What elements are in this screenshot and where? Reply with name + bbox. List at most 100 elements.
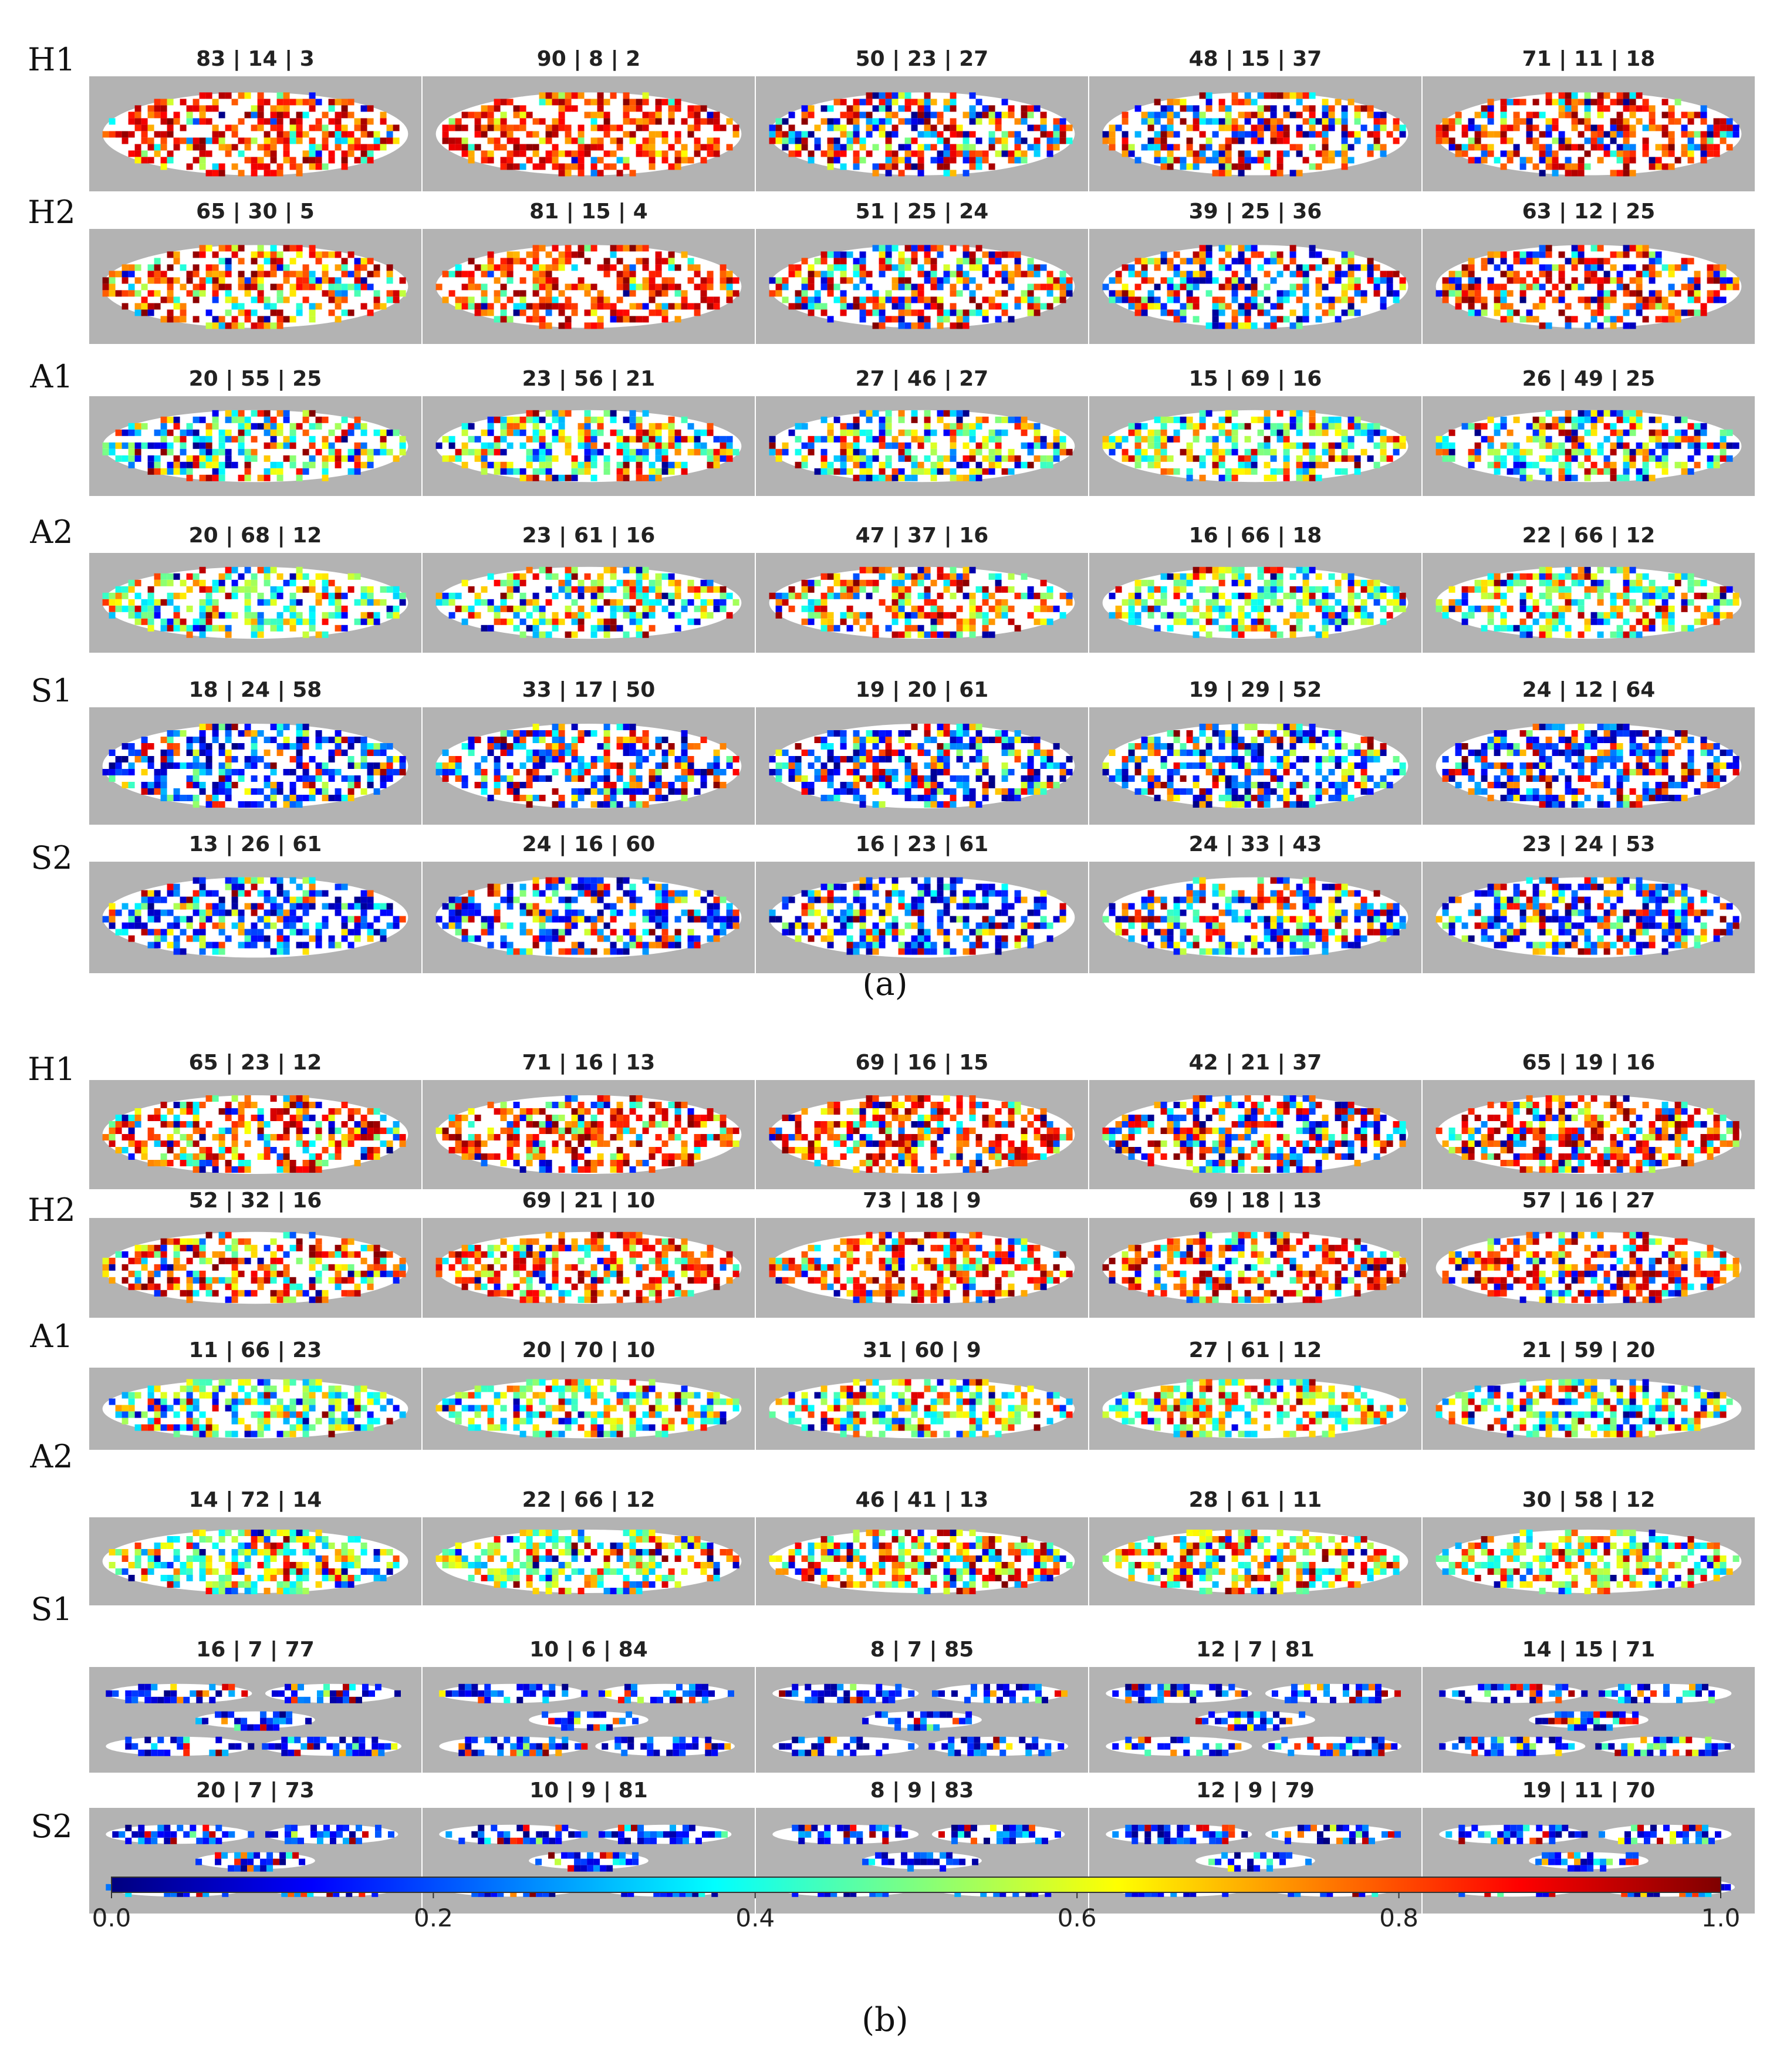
tile: 46 | 41 | 13 xyxy=(756,1488,1088,1605)
intensity-pixels xyxy=(1439,1736,1575,1756)
tile: 15 | 69 | 16 xyxy=(1089,367,1421,496)
colorbar-tick-label: 0.0 xyxy=(92,1904,131,1932)
tile-percentages: 69 | 16 | 15 xyxy=(856,1051,989,1075)
intensity-pixels xyxy=(769,1231,1073,1303)
intensity-pixels xyxy=(106,1683,248,1703)
tile: 23 | 24 | 53 xyxy=(1423,832,1755,973)
intensity-pixels xyxy=(195,1852,306,1872)
intensity-pixels xyxy=(102,1095,406,1173)
tile: 48 | 15 | 37 xyxy=(1089,47,1421,191)
tile: 11 | 66 | 23 xyxy=(89,1338,421,1450)
colorbar-tick-label: 0.2 xyxy=(414,1904,453,1932)
tile: 69 | 21 | 10 xyxy=(423,1189,755,1318)
intensity-pixels xyxy=(1195,1711,1306,1731)
intensity-pixels xyxy=(102,92,400,177)
tile-percentages: 23 | 61 | 16 xyxy=(522,524,656,548)
tile-percentages: 8 | 7 | 85 xyxy=(870,1638,974,1662)
row-a1: A1 20 | 55 | 25 23 | 56 | 21 27 | 46 | 27 15… xyxy=(29,358,1755,496)
row-label: H2 xyxy=(28,194,75,231)
intensity-pixels xyxy=(1102,1095,1406,1173)
intensity-pixels xyxy=(542,1711,639,1731)
intensity-pixels xyxy=(435,245,739,329)
tile-percentages: 10 | 6 | 84 xyxy=(529,1638,648,1662)
tile: 8 | 9 | 83 xyxy=(756,1779,1088,1914)
intensity-pixels xyxy=(932,1683,1068,1703)
intensity-pixels xyxy=(1442,1231,1739,1303)
intensity-pixels xyxy=(602,1736,731,1756)
intensity-pixels xyxy=(435,1379,739,1437)
panel-b: (b) H1 65 | 23 | 12 71 | 16 | 13 69 | 16 | 1… xyxy=(28,1051,1755,2039)
intensity-pixels xyxy=(769,410,1073,481)
intensity-pixels xyxy=(1435,92,1739,177)
tile: 24 | 12 | 64 xyxy=(1423,678,1755,825)
intensity-pixels xyxy=(769,566,1073,638)
intensity-pixels xyxy=(102,1231,406,1303)
tile-percentages: 12 | 7 | 81 xyxy=(1196,1638,1315,1662)
intensity-pixels xyxy=(109,1379,406,1437)
tile: 16 | 7 | 77 xyxy=(89,1638,421,1773)
row-s2: S2 20 | 7 | 73 10 | 9 | 81 8 | 9 | 83 12 | 9… xyxy=(31,1779,1755,1914)
colorbar-tick-label: 0.8 xyxy=(1379,1904,1418,1932)
tile-percentages: 48 | 15 | 37 xyxy=(1189,47,1322,71)
row-h1: H1 65 | 23 | 12 71 | 16 | 13 69 | 16 | 15 42… xyxy=(28,1051,1755,1189)
panels-group: (a)H1 83 | 14 | 3 90 | 8 | 2 50 | 23 | 27 48… xyxy=(28,41,1755,2039)
tile: 73 | 18 | 9 xyxy=(756,1189,1088,1318)
tile: 10 | 9 | 81 xyxy=(423,1779,755,1914)
tile: 20 | 7 | 73 xyxy=(89,1779,421,1914)
row-label: A1 xyxy=(29,1318,73,1355)
intensity-pixels xyxy=(1102,410,1406,481)
intensity-pixels xyxy=(1112,1736,1242,1756)
intensity-pixels xyxy=(1435,566,1739,638)
tile-percentages: 15 | 69 | 16 xyxy=(1189,367,1322,391)
intensity-pixels xyxy=(442,92,739,177)
intensity-pixels xyxy=(125,1736,255,1756)
tile-percentages: 30 | 58 | 12 xyxy=(1522,1488,1656,1512)
intensity-pixels xyxy=(109,1530,400,1594)
tile: 10 | 6 | 84 xyxy=(423,1638,755,1773)
intensity-pixels xyxy=(102,566,406,638)
tile: 65 | 23 | 12 xyxy=(89,1051,421,1189)
tile: 30 | 58 | 12 xyxy=(1423,1488,1755,1605)
tile-percentages: 16 | 7 | 77 xyxy=(196,1638,315,1662)
intensity-pixels xyxy=(458,1736,588,1756)
intensity-pixels xyxy=(862,1852,979,1872)
intensity-pixels xyxy=(1435,245,1739,329)
row-h1: H1 83 | 14 | 3 90 | 8 | 2 50 | 23 | 27 48 | … xyxy=(28,41,1755,191)
intensity-pixels xyxy=(435,566,739,638)
tile-percentages: 71 | 11 | 18 xyxy=(1522,47,1656,71)
row-h2: H2 52 | 32 | 16 69 | 21 | 10 73 | 18 | 9 69 … xyxy=(28,1189,1755,1318)
tile-percentages: 24 | 12 | 64 xyxy=(1522,678,1656,702)
intensity-pixels xyxy=(779,1736,915,1756)
intensity-pixels xyxy=(1102,877,1406,955)
tile-percentages: 14 | 72 | 14 xyxy=(189,1488,322,1512)
tile: 71 | 16 | 13 xyxy=(423,1051,755,1189)
intensity-pixels xyxy=(1272,1824,1401,1844)
tile-percentages: 24 | 16 | 60 xyxy=(522,832,656,856)
intensity-pixels xyxy=(112,1824,255,1844)
colorbar-tick-label: 1.0 xyxy=(1701,1904,1741,1932)
row-a1: A1 11 | 66 | 23 20 | 70 | 10 31 | 60 | 9 27 … xyxy=(29,1318,1755,1450)
tile-percentages: 22 | 66 | 12 xyxy=(1522,524,1656,548)
tile-percentages: 50 | 23 | 27 xyxy=(856,47,989,71)
tile-percentages: 8 | 9 | 83 xyxy=(870,1779,974,1803)
intensity-pixels xyxy=(1208,1852,1312,1872)
tile-percentages: 22 | 66 | 12 xyxy=(522,1488,656,1512)
intensity-pixels xyxy=(1442,724,1739,808)
tile: 24 | 16 | 60 xyxy=(423,832,755,973)
intensity-pixels xyxy=(769,245,1073,329)
tile: 22 | 66 | 12 xyxy=(1423,524,1755,653)
intensity-pixels xyxy=(435,1530,739,1594)
tile: 26 | 49 | 25 xyxy=(1423,367,1755,496)
intensity-pixels xyxy=(1435,877,1739,955)
tile: 63 | 12 | 25 xyxy=(1423,200,1755,344)
intensity-pixels xyxy=(862,1711,972,1731)
tile: 42 | 21 | 37 xyxy=(1089,1051,1421,1189)
tile-percentages: 63 | 12 | 25 xyxy=(1522,200,1656,224)
intensity-pixels xyxy=(1445,1824,1588,1844)
tissue-mask xyxy=(1439,1683,1586,1703)
tile: 14 | 15 | 71 xyxy=(1423,1638,1755,1773)
row-s1: S1 16 | 7 | 77 10 | 6 | 84 8 | 7 | 85 12 | 7… xyxy=(31,1591,1755,1773)
colorbar-gradient xyxy=(111,1877,1721,1893)
intensity-pixels xyxy=(435,877,739,955)
intensity-pixels xyxy=(1272,1683,1401,1703)
